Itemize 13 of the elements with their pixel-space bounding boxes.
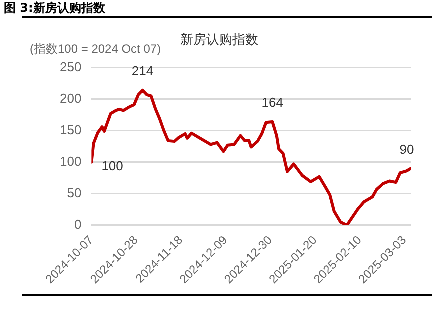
annotation: 164	[262, 95, 284, 110]
y-tick-label: 250	[60, 59, 82, 74]
annotation: 90	[400, 142, 414, 157]
y-axis-title: (指数100 = 2024 Oct 07)	[30, 41, 162, 58]
y-tick-label: 200	[60, 90, 82, 106]
annotation: 100	[102, 158, 124, 174]
y-tick-label: 100	[60, 154, 82, 169]
y-tick-label: 0	[74, 216, 82, 232]
y-tick-label: 50	[67, 185, 82, 200]
chart-title: 图 3:新房认购指数	[4, 1, 106, 15]
annotation: 214	[132, 64, 154, 79]
y-tick-label: 150	[60, 122, 82, 138]
chart-subtitle: 新房认购指数	[180, 33, 258, 48]
